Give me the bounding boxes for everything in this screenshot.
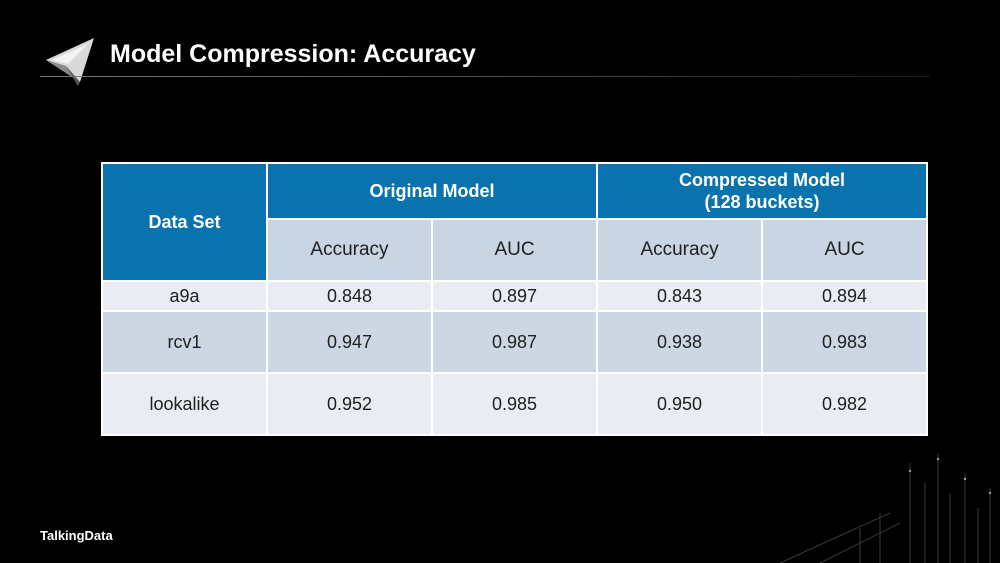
brand-logo-text: TalkingData [40,528,113,543]
cell-original-auc: 0.987 [430,310,599,374]
cell-compressed-auc: 0.894 [761,280,929,312]
cell-compressed-accuracy: 0.938 [596,310,764,374]
subheader-compressed-auc: AUC [761,218,929,282]
cell-original-auc: 0.897 [430,280,599,312]
cell-original-accuracy: 0.848 [266,280,433,312]
cell-dataset: a9a [101,280,268,312]
table-row: a9a 0.848 0.897 0.843 0.894 [101,280,929,312]
data-streams-decoration [779,453,992,563]
compressed-model-header: Compressed Model (128 buckets) [596,162,929,220]
subheader-compressed-accuracy: Accuracy [596,218,764,282]
subheader-original-accuracy: Accuracy [266,218,433,282]
cell-compressed-accuracy: 0.950 [596,372,764,436]
original-model-header: Original Model [265,162,599,220]
subheader-original-auc: AUC [430,218,599,282]
table-row: rcv1 0.947 0.987 0.938 0.983 [101,310,929,374]
compressed-model-buckets: (128 buckets) [704,192,820,212]
results-table-container: Data Set Original Model Compressed Model… [101,162,929,436]
cell-compressed-auc: 0.982 [761,372,929,436]
dataset-column-header: Data Set [101,162,268,282]
table-header-row: Data Set Original Model Compressed Model… [101,162,929,282]
slide-title: Model Compression: Accuracy [110,40,476,68]
accuracy-table: Data Set Original Model Compressed Model… [101,162,929,436]
title-divider [40,76,930,77]
cell-original-accuracy: 0.952 [266,372,433,436]
table-row: lookalike 0.952 0.985 0.950 0.982 [101,372,929,436]
compressed-model-title: Compressed Model [679,170,846,190]
cell-original-auc: 0.985 [430,372,599,436]
cell-original-accuracy: 0.947 [266,310,433,374]
cell-dataset: lookalike [101,372,268,436]
table-subheader-row: Accuracy AUC Accuracy AUC [102,218,929,282]
paper-plane-logo-icon [46,38,94,86]
cell-compressed-accuracy: 0.843 [596,280,764,312]
cell-compressed-auc: 0.983 [761,310,929,374]
cell-dataset: rcv1 [101,310,268,374]
